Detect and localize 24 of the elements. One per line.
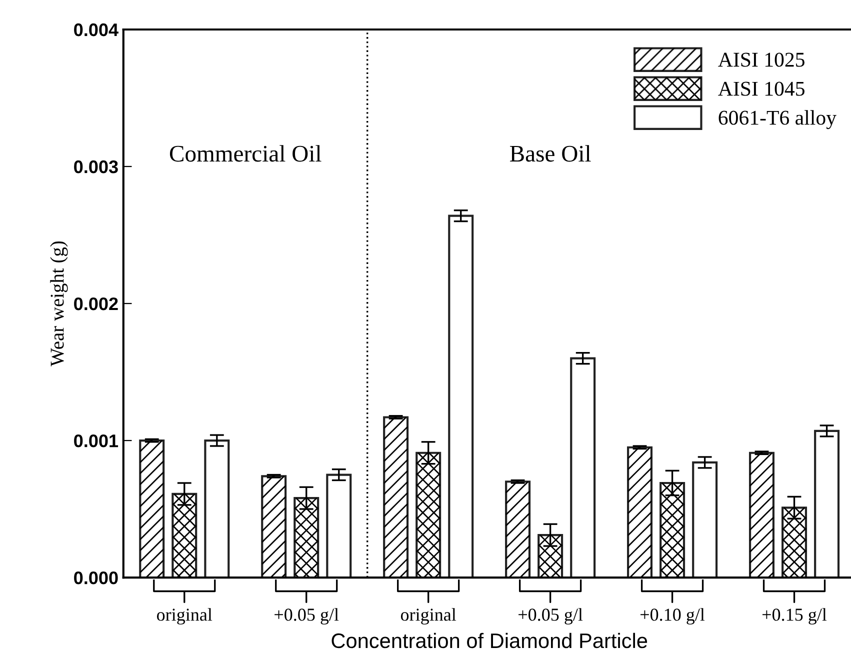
x-axis-title: Concentration of Diamond Particle [332, 632, 648, 648]
bar [692, 461, 718, 578]
y-tick-label: 0.000 [74, 571, 118, 584]
x-tick-label: original [156, 608, 212, 625]
legend-label: AISI 1025 [718, 52, 804, 67]
x-tick-label: +0.10 g/l [640, 608, 705, 625]
bar [326, 474, 352, 578]
x-tick-label: original [400, 608, 456, 625]
bar [570, 357, 596, 578]
x-tick-label: +0.05 g/l [518, 608, 583, 625]
legend-label: 6061-T6 alloy [718, 110, 836, 130]
x-tick-label: +0.15 g/l [762, 608, 827, 625]
bar [448, 214, 474, 578]
annotation: Base Oil [510, 145, 591, 162]
bar [814, 430, 840, 578]
y-tick-label: 0.003 [74, 160, 118, 174]
y-tick-label: 0.002 [74, 297, 118, 310]
y-tick-label: 0.004 [74, 23, 118, 36]
x-tick-label: +0.05 g/l [274, 608, 339, 625]
bar [204, 439, 230, 578]
y-tick-label: 0.001 [74, 434, 118, 448]
y-axis-title: Wear weight (g) [50, 241, 68, 366]
legend-label: AISI 1045 [718, 82, 804, 96]
annotation: Commercial Oil [170, 145, 322, 162]
